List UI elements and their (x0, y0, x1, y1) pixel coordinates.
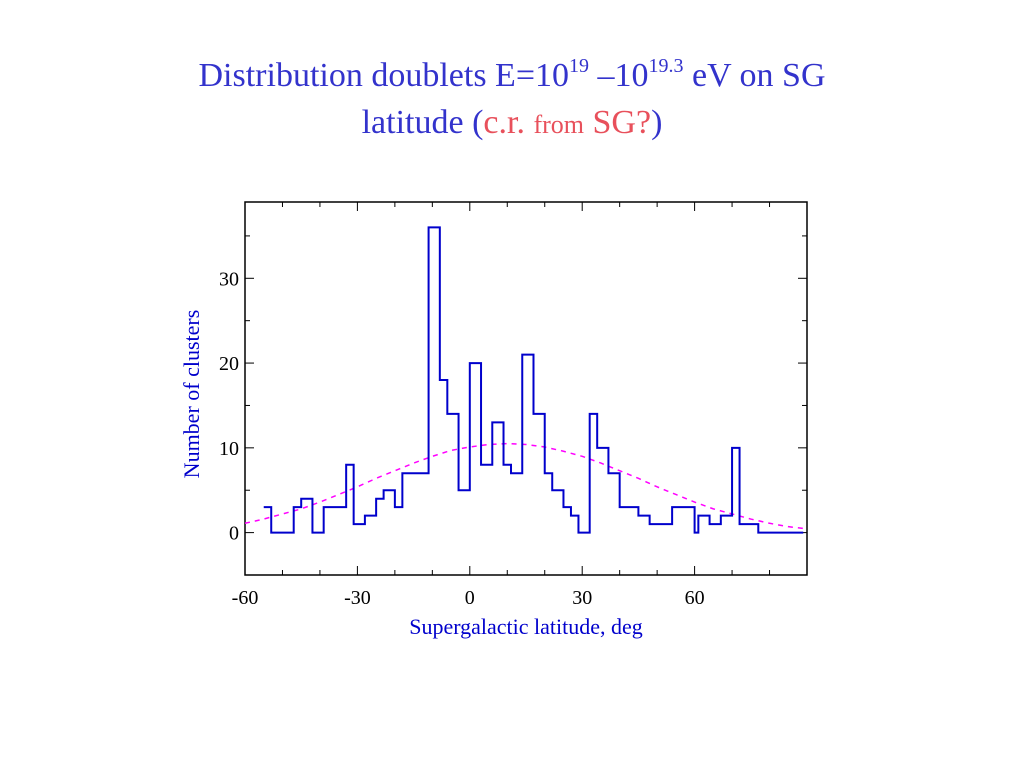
title-line-1: Distribution doublets E=1019 –1019.3 eV … (198, 55, 826, 94)
y-tick-label: 30 (219, 268, 239, 290)
x-tick-label: 30 (572, 587, 592, 609)
histogram-series (263, 226, 804, 534)
y-tick-label: 0 (229, 523, 239, 545)
fit-curve (244, 442, 804, 530)
x-tick-label: 60 (685, 587, 705, 609)
y-tick-label: 10 (219, 438, 239, 460)
plot-frame (244, 201, 808, 576)
y-tick-label: 20 (219, 353, 239, 375)
y-axis-label: Number of clusters (179, 310, 204, 479)
x-axis-label: Supergalactic latitude, deg (409, 614, 643, 639)
x-tick-label: -30 (344, 587, 371, 609)
x-tick-label: -60 (232, 587, 259, 609)
x-tick-label: 0 (465, 587, 475, 609)
title-line-2: latitude (c.r. from SG?) (361, 104, 663, 141)
slide-title: Distribution doublets E=1019 –1019.3 eV … (0, 52, 1024, 148)
